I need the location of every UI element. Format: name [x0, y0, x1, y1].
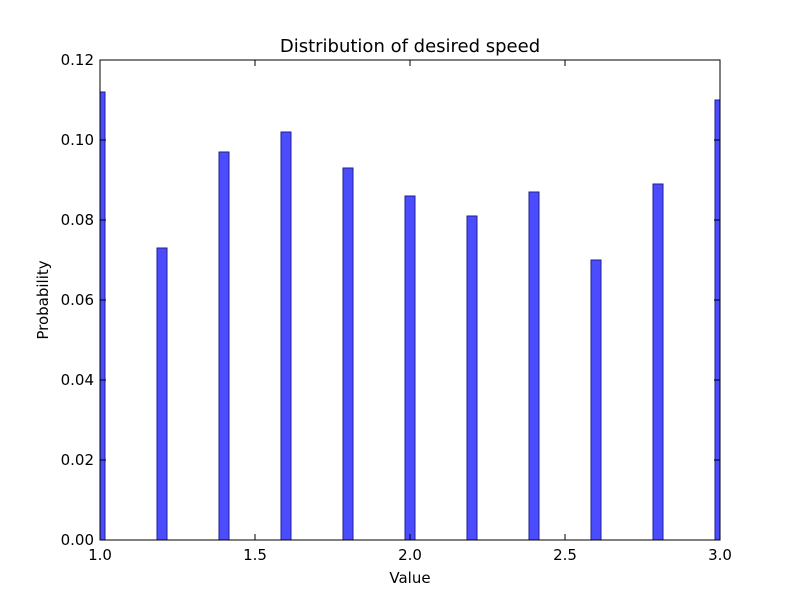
bar: [156, 247, 168, 540]
bar: [528, 191, 540, 540]
x-tick-label: 2.5: [553, 546, 577, 564]
bar: [218, 151, 230, 540]
ticks-layer: 1.0 1.5 2.0 2.5 3.0 0.00 0.02 0.04 0.06 0.08 0.10 0…: [61, 51, 732, 564]
bar: [404, 195, 416, 540]
y-tick-label: 0.08: [61, 211, 94, 229]
x-tick-label: 2.0: [398, 546, 422, 564]
y-tick-label: 0.06: [61, 291, 94, 309]
bar: [342, 167, 354, 540]
bars-layer: [100, 91, 720, 540]
bar: [280, 131, 292, 540]
y-tick-label: 0.10: [61, 131, 94, 149]
y-tick-label: 0.00: [61, 531, 94, 549]
x-tick-label: 3.0: [708, 546, 732, 564]
x-tick-label: 1.0: [88, 546, 112, 564]
x-tick-label: 1.5: [243, 546, 267, 564]
bar: [652, 183, 664, 540]
bar: [714, 99, 720, 540]
bar: [100, 91, 106, 540]
y-tick-label: 0.02: [61, 451, 94, 469]
y-axis-label: Probability: [34, 260, 52, 339]
y-tick-label: 0.04: [61, 371, 94, 389]
chart-title: Distribution of desired speed: [280, 36, 540, 57]
bar: [466, 215, 478, 540]
y-tick-label: 0.12: [61, 51, 94, 69]
bar: [590, 259, 602, 540]
x-axis-label: Value: [389, 569, 430, 587]
